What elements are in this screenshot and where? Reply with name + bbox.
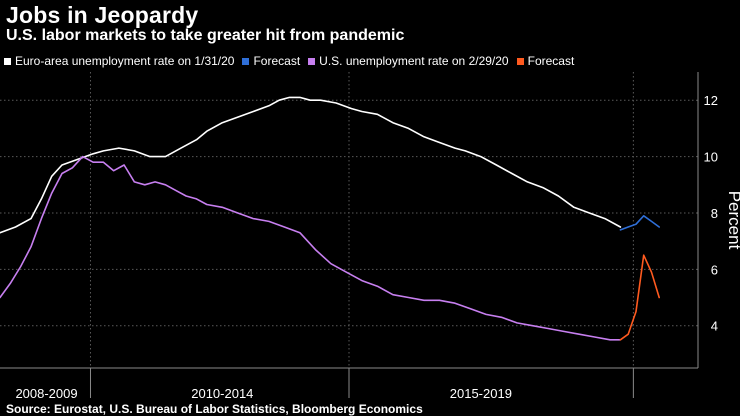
legend-swatch-us-forecast xyxy=(516,57,524,65)
legend-label-us-forecast: Forecast xyxy=(527,54,575,68)
legend-item-us-forecast: Forecast xyxy=(516,54,575,68)
y-axis-label: Percent xyxy=(725,191,740,250)
chart-subtitle: U.S. labor markets to take greater hit f… xyxy=(6,27,405,44)
legend-item-euro: Euro-area unemployment rate on 1/31/20 xyxy=(4,54,234,68)
chart-series xyxy=(0,96,661,341)
legend-label-euro: Euro-area unemployment rate on 1/31/20 xyxy=(15,54,235,68)
legend-label-euro-forecast: Forecast xyxy=(253,54,301,68)
source-note: Source: Eurostat, U.S. Bureau of Labor S… xyxy=(6,402,423,416)
legend-item-us: U.S. unemployment rate on 2/29/20 xyxy=(308,54,509,68)
legend-label-us: U.S. unemployment rate on 2/29/20 xyxy=(319,54,509,68)
y-tick-label-6: 6 xyxy=(711,262,718,277)
legend-swatch-euro-forecast xyxy=(242,57,250,65)
x-tick-label-0: 2008-2009 xyxy=(15,386,77,401)
chart-legend: Euro-area unemployment rate on 1/31/20 F… xyxy=(4,54,582,68)
y-tick-label-12: 12 xyxy=(704,93,718,108)
y-tick-label-4: 4 xyxy=(711,319,718,334)
series-line-euro-forecast xyxy=(619,215,661,231)
series-line-euro-area xyxy=(0,96,622,234)
y-tick-label-8: 8 xyxy=(711,206,718,221)
chart-title: Jobs in Jeopardy xyxy=(6,2,199,28)
y-tick-label-10: 10 xyxy=(704,150,718,165)
x-tick-label-2: 2015-2019 xyxy=(450,386,512,401)
y-axis: 4 6 8 10 12 xyxy=(697,72,718,368)
x-dividers xyxy=(0,72,698,398)
legend-swatch-euro xyxy=(4,57,11,65)
series-line-us-forecast xyxy=(619,254,661,341)
x-axis: 2008-2009 2010-2014 2015-2019 xyxy=(15,386,511,401)
legend-swatch-us xyxy=(308,57,316,65)
legend-item-euro-forecast: Forecast xyxy=(242,54,300,68)
x-tick-label-1: 2010-2014 xyxy=(191,386,253,401)
series-line-us xyxy=(0,155,622,341)
